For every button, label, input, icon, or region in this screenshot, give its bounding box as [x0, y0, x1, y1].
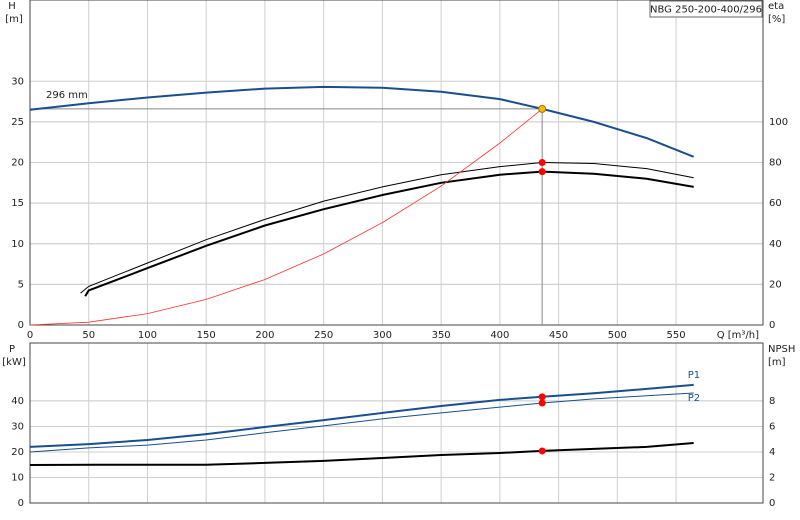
series-label: P1 [688, 370, 700, 381]
series-label: P2 [688, 393, 700, 404]
title-box [649, 0, 763, 18]
y2-axis-unit: [m] [768, 357, 786, 368]
y-tick-label: 25 [11, 117, 24, 128]
y2-axis-unit: [%] [768, 14, 785, 25]
y-tick-label: 40 [11, 396, 24, 407]
y-axis-label: H [8, 1, 16, 12]
operating-point [538, 168, 546, 176]
y-axis-unit: [m] [5, 14, 23, 25]
y-tick-label: 30 [11, 421, 24, 432]
y2-tick-label: 6 [769, 421, 775, 432]
y-tick-label: 15 [11, 198, 24, 209]
x-tick-label: 250 [314, 330, 333, 341]
y2-tick-label: 0 [769, 320, 775, 331]
y2-axis-label: NPSH [768, 344, 795, 355]
y2-tick-label: 4 [769, 447, 775, 458]
plot-frame [29, 0, 764, 326]
operating-point [538, 159, 546, 166]
series-line [29, 108, 543, 326]
y-tick-label: 20 [11, 447, 24, 458]
series-line [29, 85, 695, 158]
y-tick-label: 10 [11, 239, 24, 250]
reference-label: 296 mm [46, 90, 88, 101]
x-tick-label: 550 [667, 330, 686, 341]
y-tick-label: 0 [18, 498, 24, 509]
y2-tick-label: 100 [769, 117, 788, 128]
y-axis-label: P [9, 344, 15, 355]
x-tick-label: 450 [549, 330, 568, 341]
series-line [80, 161, 694, 294]
y-tick-label: 5 [18, 279, 24, 290]
y-tick-label: 20 [11, 158, 24, 169]
x-tick-label: 100 [138, 330, 157, 341]
y2-tick-label: 60 [769, 198, 782, 209]
x-tick-label: 150 [197, 330, 216, 341]
plot-frame [29, 342, 764, 504]
chart-title: NBG 250-200-400/296 [650, 5, 762, 16]
y2-tick-label: 2 [769, 472, 775, 483]
x-tick-label: 400 [490, 330, 509, 341]
x-tick-label: 200 [255, 330, 274, 341]
x-tick-label: 50 [82, 330, 95, 341]
x-tick-label: 350 [432, 330, 451, 341]
y2-tick-label: 80 [769, 158, 782, 169]
x-tick-label: 0 [27, 330, 33, 341]
y-tick-label: 10 [11, 472, 24, 483]
operating-point [538, 104, 547, 113]
y-tick-label: 30 [11, 76, 24, 87]
y2-tick-label: 40 [769, 239, 782, 250]
y2-tick-label: 0 [769, 498, 775, 509]
y2-tick-label: 8 [769, 396, 775, 407]
series-line [29, 442, 694, 466]
y2-tick-label: 20 [769, 279, 782, 290]
operating-point [538, 393, 546, 401]
series-line [84, 170, 694, 297]
x-tick-label: 300 [373, 330, 392, 341]
y2-axis-label: eta [768, 1, 784, 12]
y-tick-label: 0 [18, 320, 24, 331]
series-line [29, 383, 694, 448]
series-line [29, 392, 694, 453]
x-tick-label: 500 [608, 330, 627, 341]
x-axis-label: Q [m³/h] [717, 330, 759, 341]
y-axis-unit: [kW] [2, 357, 26, 368]
operating-point [538, 447, 546, 455]
operating-point [538, 399, 546, 407]
